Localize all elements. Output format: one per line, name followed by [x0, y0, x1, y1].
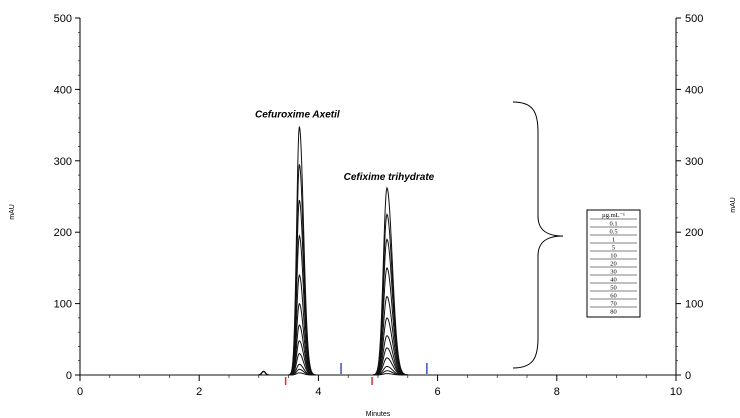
y-tick-label-left: 500 — [54, 13, 72, 25]
y-tick-label-right: 200 — [685, 227, 703, 239]
legend-entry: 0.1 — [609, 221, 617, 228]
y-ticks-right: 0 100 200 300 400 500 — [676, 13, 703, 382]
legend-entry: 70 — [610, 301, 617, 308]
x-tick-label: 8 — [554, 386, 560, 398]
y-ticks-left: 0 100 200 300 400 500 — [54, 13, 80, 382]
x-ticks: 0 2 4 6 8 10 — [77, 375, 682, 398]
y-tick-label-right: 100 — [685, 299, 703, 311]
x-tick-label: 0 — [77, 386, 83, 398]
y-tick-label-right: 400 — [685, 84, 703, 96]
legend-entry: 80 — [610, 309, 617, 316]
legend-entry: 1 — [612, 237, 615, 244]
legend-entry: 30 — [610, 269, 617, 276]
y-tick-label-left: 400 — [54, 84, 72, 96]
x-axis-title: Minutes — [366, 411, 391, 418]
x-tick-label: 4 — [315, 386, 321, 398]
legend-entry: 5 — [612, 245, 615, 252]
y-tick-label-right: 0 — [685, 370, 691, 382]
legend-title: µg.mL⁻¹ — [602, 212, 625, 219]
y-axis-title-right: mAU — [730, 197, 737, 213]
y-axis-title-left: mAU — [9, 204, 16, 220]
baseline-markers — [284, 363, 428, 385]
legend-entry: 60 — [610, 293, 617, 300]
legend-entry: 40 — [610, 277, 617, 284]
legend-entry: 0.5 — [609, 229, 617, 236]
legend-entry: 10 — [610, 253, 617, 260]
y-tick-label-left: 0 — [66, 370, 72, 382]
trace-80 — [80, 126, 676, 376]
x-tick-label: 10 — [670, 386, 682, 398]
x-tick-label: 2 — [196, 386, 202, 398]
x-tick-label: 6 — [435, 386, 441, 398]
peak-label-cefixime: Cefixime trihydrate — [344, 172, 435, 183]
chromatogram-traces — [80, 126, 676, 376]
legend-brace — [512, 101, 564, 369]
legend-entry: 20 — [610, 261, 617, 268]
y-tick-label-left: 300 — [54, 156, 72, 168]
peak-label-cefuroxime: Cefuroxime Axetil — [255, 110, 340, 121]
y-tick-label-right: 300 — [685, 156, 703, 168]
y-tick-label-right: 500 — [685, 13, 703, 25]
y-tick-label-left: 100 — [54, 299, 72, 311]
plot-frame — [79, 18, 677, 375]
legend-entry: 50 — [610, 285, 617, 292]
y-tick-label-left: 200 — [54, 227, 72, 239]
